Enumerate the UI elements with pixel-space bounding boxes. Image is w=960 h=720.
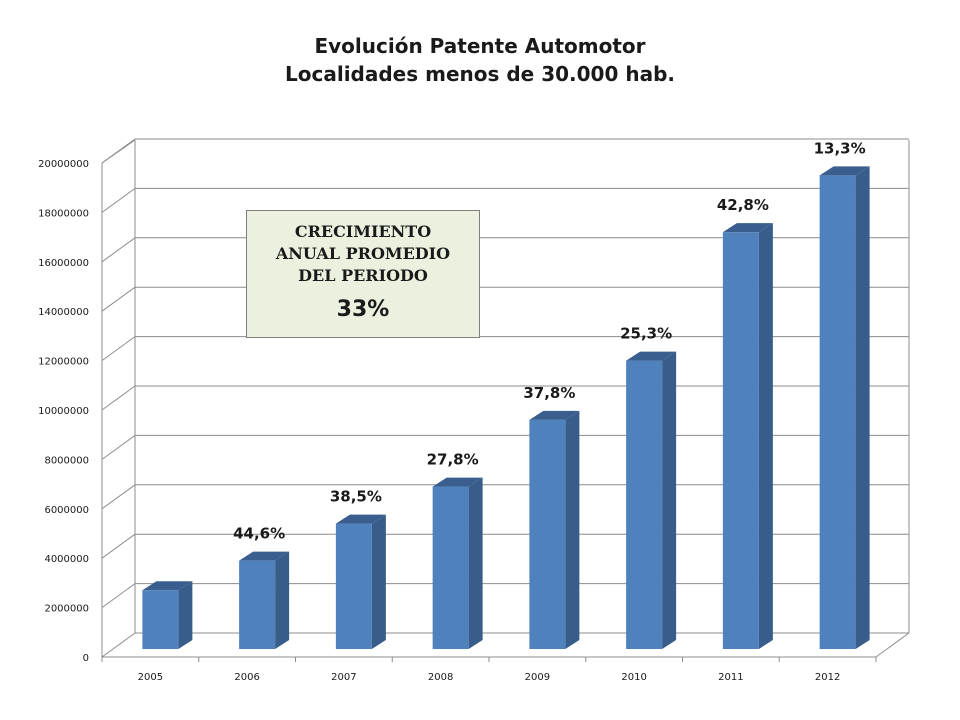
x-tick-label: 2007 [331, 672, 356, 683]
growth-callout-value: 33% [336, 297, 390, 322]
bar [335, 523, 372, 649]
bar-top [142, 581, 193, 591]
gridline-side [101, 187, 136, 213]
gridline-side [101, 336, 136, 362]
bar-side [758, 223, 773, 649]
bar-side [468, 477, 483, 649]
x-tick-label: 2008 [428, 672, 453, 683]
bar [432, 486, 469, 649]
gridline-side [101, 533, 136, 559]
bar-side [371, 514, 386, 649]
bar-top [239, 551, 290, 561]
bar-top [722, 223, 773, 233]
bar-top [432, 477, 483, 487]
chart-subtitle: Localidades menos de 30.000 hab. [285, 62, 675, 86]
bar [722, 232, 759, 649]
x-tick-label: 2011 [718, 672, 743, 683]
y-tick-label: 20000000 [38, 159, 89, 170]
growth-callout-box: CRECIMIENTO ANUAL PROMEDIO DEL PERIODO 3… [246, 210, 480, 338]
y-tick-label: 10000000 [38, 406, 89, 417]
gridline-side [101, 434, 136, 460]
y-tick-label: 8000000 [44, 455, 89, 466]
y-tick-label: 12000000 [38, 357, 89, 368]
bar [239, 560, 276, 649]
x-tick-label: 2009 [525, 672, 550, 683]
floor-right-edge [875, 632, 910, 658]
x-tick-label: 2010 [621, 672, 646, 683]
data-label: 38,5% [330, 488, 382, 506]
y-tick-label: 16000000 [38, 258, 89, 269]
growth-callout-label: CRECIMIENTO ANUAL PROMEDIO DEL PERIODO [275, 222, 451, 285]
gridline-side [101, 286, 136, 312]
bar-top [529, 410, 580, 420]
bar-side [275, 551, 290, 649]
y-tick-label: 18000000 [38, 208, 89, 219]
data-label: 25,3% [620, 325, 672, 343]
bar-top [626, 351, 677, 361]
y-tick-label: 4000000 [44, 554, 89, 565]
bar-top [819, 166, 870, 176]
y-tick-label: 2000000 [44, 604, 89, 615]
gridline-side [101, 237, 136, 263]
gridline-side [101, 385, 136, 411]
bar-top [335, 514, 386, 524]
bar-side [565, 410, 580, 649]
y-tick-label: 6000000 [44, 505, 89, 516]
y-tick-label: 14000000 [38, 307, 89, 318]
bar-side [662, 351, 677, 649]
gridline-side [101, 583, 136, 609]
data-label: 42,8% [717, 196, 769, 214]
bar-side [178, 581, 193, 649]
bar [819, 175, 856, 649]
bar [626, 360, 663, 649]
x-tick-label: 2006 [234, 672, 259, 683]
y-tick-label: 0 [83, 653, 89, 664]
data-label: 44,6% [233, 525, 285, 543]
data-label: 13,3% [814, 139, 866, 157]
data-label: 27,8% [427, 451, 479, 469]
gridline-side [101, 484, 136, 510]
bar [529, 419, 566, 649]
chart-title: Evolución Patente Automotor [314, 34, 646, 58]
x-tick-label: 2005 [138, 672, 163, 683]
data-label: 37,8% [523, 384, 575, 402]
bar [142, 590, 179, 649]
bar-side [855, 166, 870, 649]
gridline-side [101, 138, 136, 164]
gridline-side [101, 632, 136, 658]
x-tick-label: 2012 [815, 672, 840, 683]
